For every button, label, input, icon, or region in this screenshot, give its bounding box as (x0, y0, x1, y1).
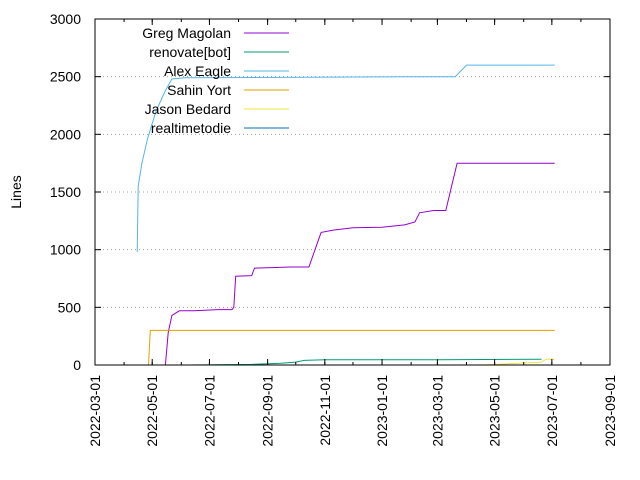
x-tick-label: 2023-09-01 (602, 375, 618, 447)
legend-label: realtimetodie (151, 120, 231, 136)
y-tick-label: 1000 (50, 242, 81, 258)
axis-ticks: 0 500 1000 1500 2000 2500 3000 2022-03-01 2022-0… (50, 11, 618, 447)
x-tick-label: 2022-03-01 (87, 375, 103, 447)
legend-label: Greg Magolan (142, 25, 231, 41)
y-axis-label: Lines (8, 175, 24, 208)
y-tick-label: 0 (73, 357, 81, 373)
y-tick-label: 2500 (50, 69, 81, 85)
series-line-greg-magolan (164, 162, 555, 366)
legend: Greg Magolan renovate[bot] Alex Eagle Sahin… (142, 25, 289, 136)
series-line-renovate-bot (189, 358, 542, 366)
x-tick-label: 2023-01-01 (374, 375, 390, 447)
x-tick-label: 2023-05-01 (487, 375, 503, 447)
x-tick-label: 2022-11-01 (317, 375, 333, 446)
x-tick-label: 2023-03-01 (429, 375, 445, 447)
series-line-sahin-yort (148, 329, 555, 366)
x-tick-label: 2022-07-01 (201, 375, 217, 447)
y-tick-label: 2000 (50, 126, 81, 142)
x-tick-label: 2022-05-01 (144, 375, 160, 447)
series-lines (136, 64, 555, 366)
y-tick-label: 500 (58, 299, 82, 315)
y-tick-label: 1500 (50, 184, 81, 200)
x-tick-label: 2022-09-01 (260, 375, 276, 447)
x-tick-label: 2023-07-01 (544, 375, 560, 447)
legend-label: Jason Bedard (145, 101, 231, 117)
y-tick-label: 3000 (50, 11, 81, 27)
legend-label: Alex Eagle (164, 63, 231, 79)
series-line-jason-bedard (484, 358, 555, 366)
series-line-alex-eagle (136, 64, 555, 253)
legend-label: Sahin Yort (167, 82, 231, 98)
legend-label: renovate[bot] (149, 44, 231, 60)
